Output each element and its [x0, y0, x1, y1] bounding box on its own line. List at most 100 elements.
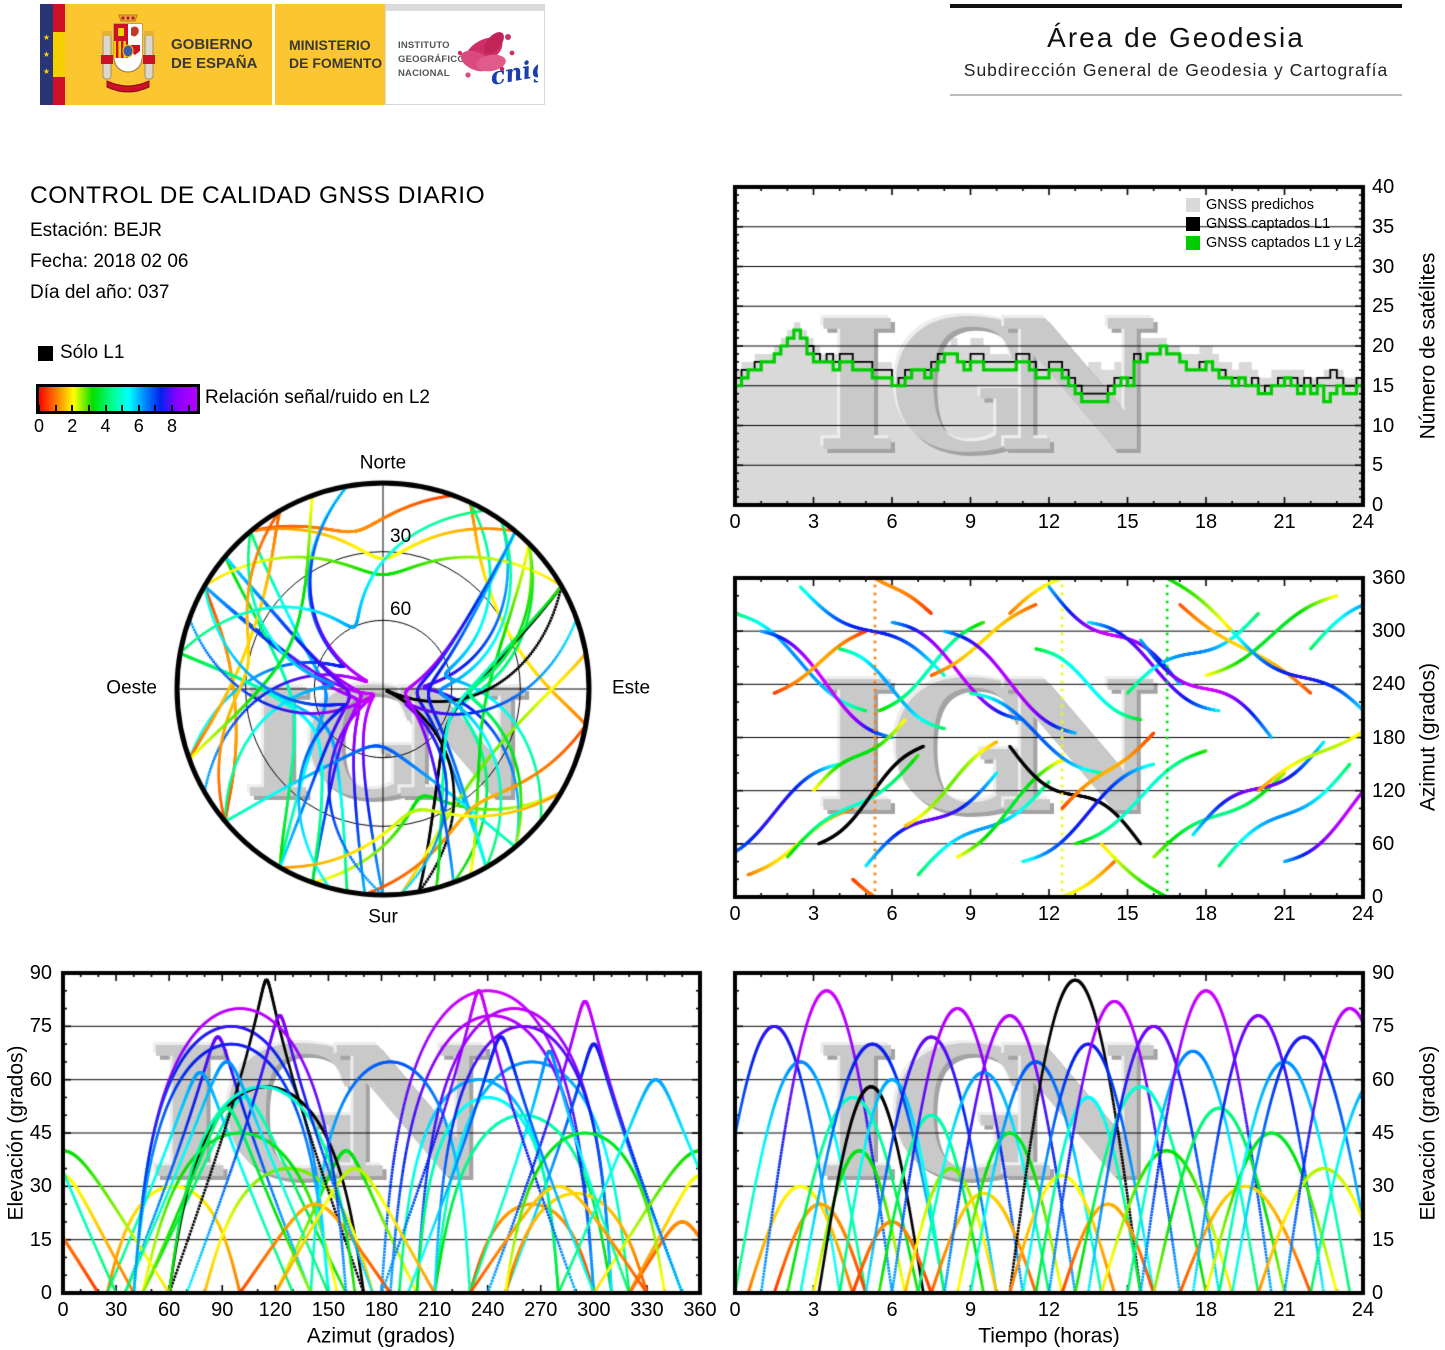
gray-swatch-icon — [1186, 198, 1200, 212]
x-tick-label: 150 — [311, 1299, 346, 1321]
spain-flag-bar — [53, 4, 65, 105]
x-tick-label: 3 — [807, 511, 820, 533]
colorbar-tick — [121, 405, 124, 411]
page-title: CONTROL DE CALIDAD GNSS DIARIO — [30, 182, 486, 209]
elevation-azimuth-chart-canvas — [59, 969, 704, 1297]
elevation-right-y-axis-title: Elevación (grados) — [1416, 1045, 1440, 1221]
y-tick-label: 45 — [29, 1122, 52, 1144]
x-tick-label: 12 — [1037, 903, 1061, 925]
eu-star-icon: ★ — [42, 32, 51, 42]
colorbar-tick — [137, 405, 140, 411]
black-swatch-icon — [1186, 217, 1200, 231]
y-tick-label: 360 — [1372, 567, 1406, 589]
satellite-chart-legend: GNSS predichos GNSS captados L1 GNSS cap… — [1186, 197, 1362, 251]
y-tick-label: 0 — [1372, 886, 1384, 908]
colorbar-tick — [104, 405, 107, 411]
y-tick-label: 0 — [40, 1282, 52, 1304]
government-logo-strip: ★ ★ ★ — [40, 4, 545, 105]
colorbar-tick — [71, 405, 74, 411]
x-tick-label: 90 — [211, 1299, 234, 1321]
x-tick-label: 300 — [577, 1299, 611, 1321]
x-tick-label: 3 — [807, 1299, 820, 1321]
y-tick-label: 90 — [1372, 962, 1395, 984]
colorbar-tick — [187, 405, 190, 411]
skyplot-ring-label-30: 30 — [390, 526, 412, 547]
time-x-axis-title: Tiempo (horas) — [978, 1324, 1120, 1348]
snr-colorbar — [36, 384, 200, 414]
colorbar-tick — [87, 405, 90, 411]
skyplot-canvas — [168, 448, 600, 912]
y-tick-label: 60 — [1372, 832, 1395, 855]
y-tick-label: 15 — [1372, 1228, 1395, 1251]
x-tick-label: 330 — [630, 1299, 664, 1321]
y-tick-label: 45 — [1372, 1122, 1395, 1144]
day-of-year-line: Día del año: 037 — [30, 282, 170, 303]
green-swatch-icon — [1186, 236, 1200, 250]
colorbar-tick-label: 4 — [100, 416, 111, 436]
x-tick-label: 15 — [1116, 1299, 1139, 1321]
y-tick-label: 15 — [1372, 374, 1395, 397]
spain-coat-of-arms-icon — [101, 14, 155, 93]
colorbar-tick — [171, 405, 174, 411]
legend-label: GNSS predichos — [1206, 197, 1314, 213]
legend-item-captados-l1-l2: GNSS captados L1 y L2 — [1186, 235, 1362, 251]
x-tick-label: 6 — [886, 511, 898, 533]
legend-label: GNSS captados L1 — [1206, 216, 1331, 232]
satellite-count-chart-canvas — [731, 183, 1367, 509]
x-tick-label: 6 — [886, 1299, 898, 1321]
x-tick-label: 21 — [1273, 511, 1296, 533]
x-tick-label: 12 — [1037, 1299, 1061, 1321]
x-tick-label: 18 — [1194, 903, 1218, 925]
y-tick-label: 0 — [1372, 494, 1384, 516]
legend-item-predichos: GNSS predichos — [1186, 197, 1362, 213]
y-tick-label: 75 — [1372, 1015, 1395, 1038]
elevation-left-y-axis-title: Elevación (grados) — [4, 1045, 28, 1221]
y-tick-label: 300 — [1372, 620, 1406, 643]
colorbar-tick — [154, 405, 157, 411]
station-line: Estación: BEJR — [30, 220, 162, 241]
eu-star-icon: ★ — [42, 49, 51, 59]
skyplot-east-label: Este — [612, 677, 651, 699]
solo-l1-label: Sólo L1 — [60, 342, 125, 363]
y-tick-label: 60 — [1372, 1068, 1395, 1091]
y-tick-label: 30 — [1372, 1175, 1395, 1198]
snr-colorbar-wrap: 0 2 4 6 8 — [34, 384, 200, 436]
colorbar-tick — [54, 405, 57, 411]
azimuth-y-axis-title: Azimut (grados) — [1416, 662, 1440, 812]
y-tick-label: 5 — [1372, 454, 1384, 477]
x-tick-label: 24 — [1351, 903, 1375, 925]
x-tick-label: 12 — [1037, 511, 1061, 533]
x-tick-label: 0 — [57, 1299, 69, 1321]
elevation-time-chart-canvas — [731, 969, 1367, 1297]
x-tick-label: 360 — [683, 1299, 717, 1321]
x-tick-label: 9 — [964, 1299, 977, 1321]
gobierno-block: GOBIERNO DE ESPAÑA — [65, 4, 272, 105]
area-subtitle: Subdirección General de Geodesia y Carto… — [963, 60, 1389, 80]
area-geodesia-header: Área de Geodesia Subdirección General de… — [950, 4, 1402, 96]
gobierno-label: GOBIERNO DE ESPAÑA — [171, 36, 258, 72]
x-tick-label: 60 — [158, 1299, 181, 1321]
y-tick-label: 25 — [1372, 295, 1395, 318]
azimuth-time-chart-canvas — [731, 574, 1367, 901]
eu-star-icon: ★ — [42, 66, 51, 76]
x-tick-label: 9 — [964, 903, 977, 925]
y-tick-label: 60 — [29, 1068, 52, 1091]
solo-l1-legend: Sólo L1 — [38, 342, 124, 364]
area-title: Área de Geodesia — [1047, 22, 1305, 53]
instituto-label: INSTITUTO GEOGRÁFICO NACIONAL — [398, 40, 465, 79]
colorbar-tick-label: 8 — [167, 416, 178, 436]
x-tick-label: 0 — [729, 903, 741, 925]
y-tick-label: 10 — [1372, 414, 1395, 437]
skyplot-west-label: Oeste — [106, 677, 157, 699]
skyplot-south-label: Sur — [368, 906, 398, 928]
satellites-y-axis-title: Número de satélites — [1416, 252, 1440, 440]
x-tick-label: 15 — [1116, 511, 1139, 533]
black-square-icon — [38, 345, 53, 361]
y-tick-label: 120 — [1372, 779, 1406, 802]
x-tick-label: 3 — [807, 903, 820, 925]
skyplot-ring-label-60: 60 — [390, 599, 412, 620]
x-tick-label: 0 — [729, 511, 741, 533]
y-tick-label: 30 — [29, 1175, 52, 1198]
x-tick-label: 30 — [104, 1299, 128, 1321]
